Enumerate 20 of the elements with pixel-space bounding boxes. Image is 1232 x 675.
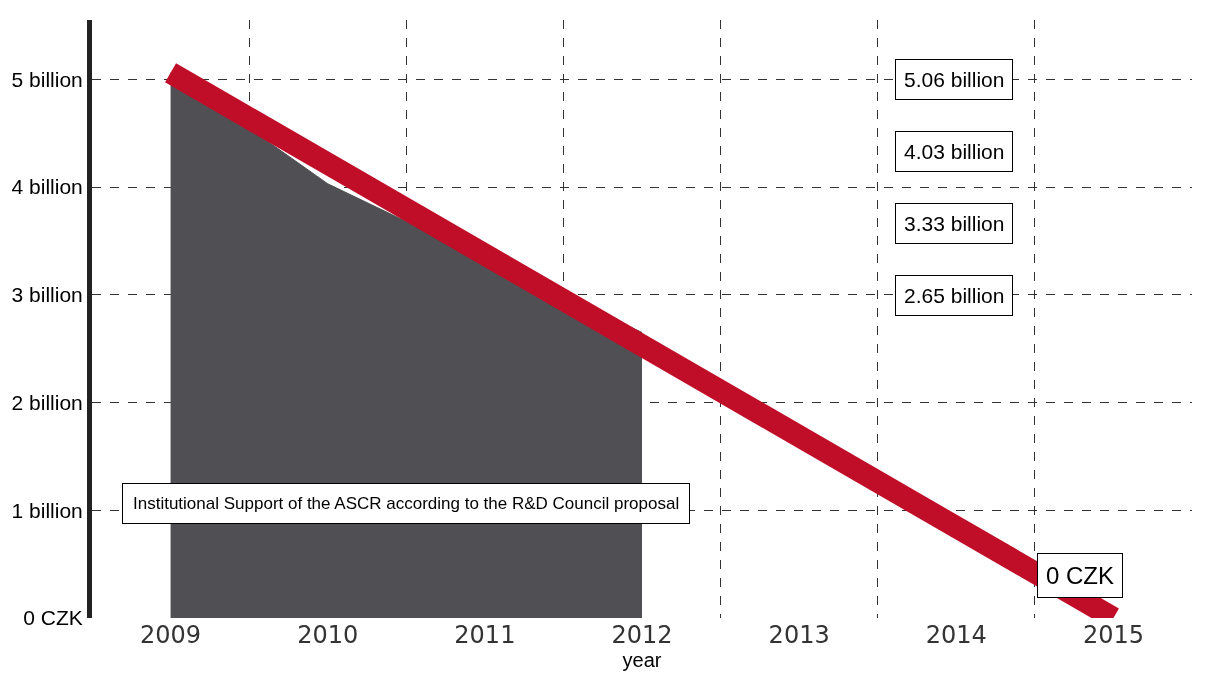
y-tick-label: 4 billion <box>11 175 83 199</box>
x-tick-label: 2012 <box>611 621 673 649</box>
annotation: 0 CZK <box>1046 562 1115 589</box>
y-tick-label: 0 CZK <box>23 606 83 630</box>
y-tick-label: 1 billion <box>11 498 83 522</box>
annotation: 5.06 billion <box>904 68 1005 91</box>
x-tick-label: 2010 <box>297 621 359 649</box>
x-tick-label: 2014 <box>925 621 987 649</box>
series-label: Institutional Support of the ASCR according to the R&D Council proposal <box>133 494 680 513</box>
x-tick-label: 2009 <box>140 621 202 649</box>
y-tick-label: 3 billion <box>11 283 83 307</box>
annotation: 2.65 billion <box>904 284 1005 307</box>
y-tick-label: 2 billion <box>11 390 83 414</box>
x-tick-label: 2011 <box>454 621 516 649</box>
x-axis-title: year <box>622 649 662 671</box>
x-tick-label: 2013 <box>768 621 830 649</box>
x-tick-label: 2015 <box>1082 621 1144 649</box>
annotation: 4.03 billion <box>904 140 1005 163</box>
y-tick-label: 5 billion <box>11 67 83 91</box>
annotation: 3.33 billion <box>904 212 1005 235</box>
